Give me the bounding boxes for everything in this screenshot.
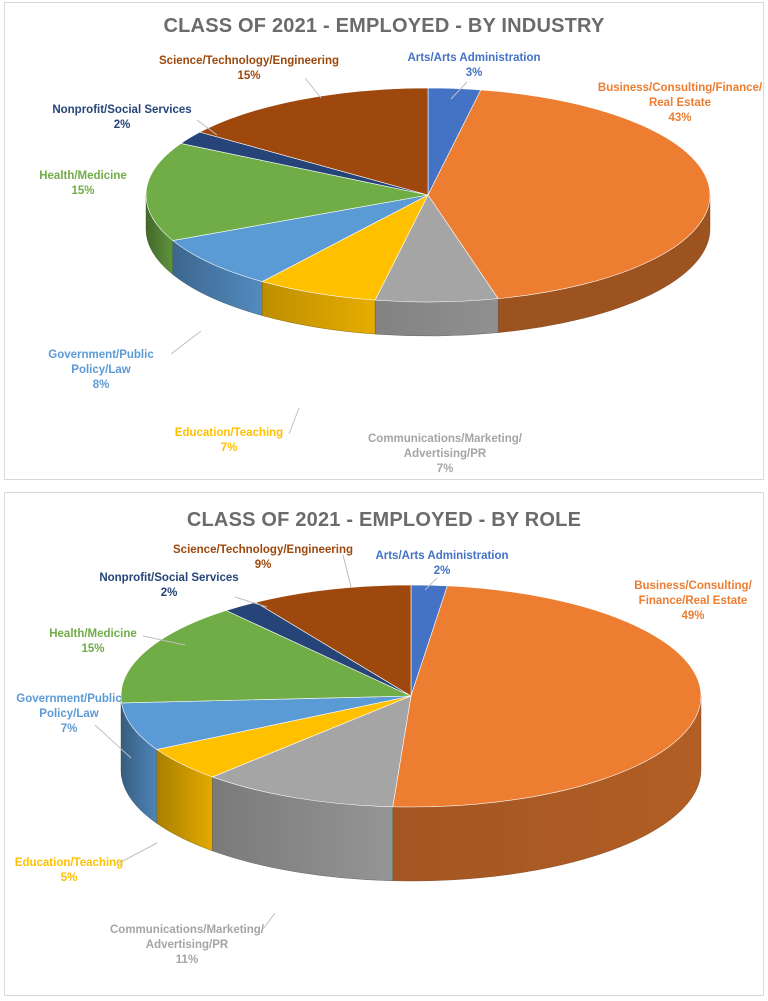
pie-slice-education (261, 194, 429, 301)
pie-slice-business (392, 585, 702, 808)
leader-line-education (288, 407, 300, 435)
data-label-health: Health/Medicine 15% (39, 170, 127, 197)
leader-line-nonprofit (234, 596, 268, 608)
data-label-arts: Arts/Arts Administration 2% (375, 550, 508, 577)
data-label-education: Education/Teaching 5% (15, 857, 123, 884)
leader-line-government (170, 330, 202, 355)
data-label-nonprofit: Nonprofit/Social Services 2% (52, 104, 191, 131)
pie-wall-communications (374, 298, 499, 337)
leader-line-arts (424, 577, 438, 591)
data-label-communications: Communications/Marketing/Advertising/PR 7… (368, 433, 523, 475)
data-label-nonprofit: Nonprofit/Social Services 2% (99, 572, 238, 599)
data-label-business: Business/Consulting/Finance/Real Estate 4… (598, 82, 763, 124)
pie-slice-government (172, 194, 429, 282)
leader-line-arts (450, 81, 468, 100)
leader-line-communications (262, 912, 276, 930)
pie-slice-health (120, 610, 412, 704)
role-pie-chart: Arts/Arts Administration 2% Business/Consu… (15, 544, 753, 966)
data-label-government: Government/Public Policy/Law 7% (16, 693, 122, 735)
leader-line-science (304, 77, 322, 99)
data-label-government: Government/Public Policy/Law 8% (48, 349, 154, 391)
pie-slice-communications (211, 695, 412, 808)
leader-line-education (118, 842, 158, 864)
chart-title: CLASS OF 2021 - EMPLOYED - BY INDUSTRY (163, 15, 605, 37)
role-chart-panel: CLASS OF 2021 - EMPLOYED - BY ROLE Arts/… (4, 492, 764, 996)
industry-pie-chart: Arts/Arts Administration 3% Business/Consu… (39, 52, 763, 475)
pie-slice-business (427, 89, 711, 299)
data-label-science: Science/Technology/Engineering 15% (159, 55, 339, 82)
chart-title: CLASS OF 2021 - EMPLOYED - BY ROLE (186, 509, 582, 531)
leader-line-nonprofit (196, 119, 218, 136)
industry-chart-panel: CLASS OF 2021 - EMPLOYED - BY INDUSTRY A… (4, 2, 764, 480)
pie-slice-communications (374, 194, 499, 303)
data-label-communications: Communications/Marketing/Advertising/PR 1… (110, 924, 265, 966)
data-label-arts: Arts/Arts Administration 3% (407, 52, 540, 79)
data-label-science: Science/Technology/Engineering 9% (173, 544, 353, 571)
pie-slice-government (121, 695, 412, 750)
leader-line-science (342, 554, 352, 588)
data-label-health: Health/Medicine 15% (49, 628, 137, 655)
pie-slice-science (199, 87, 429, 196)
pie-slice-science (254, 584, 412, 697)
data-label-business: Business/Consulting/Finance/Real Estate 4… (634, 580, 752, 622)
pie-slice-health (145, 143, 429, 241)
leader-line-health (142, 635, 186, 646)
data-label-education: Education/Teaching 7% (175, 427, 283, 454)
leader-line-government (94, 724, 132, 759)
